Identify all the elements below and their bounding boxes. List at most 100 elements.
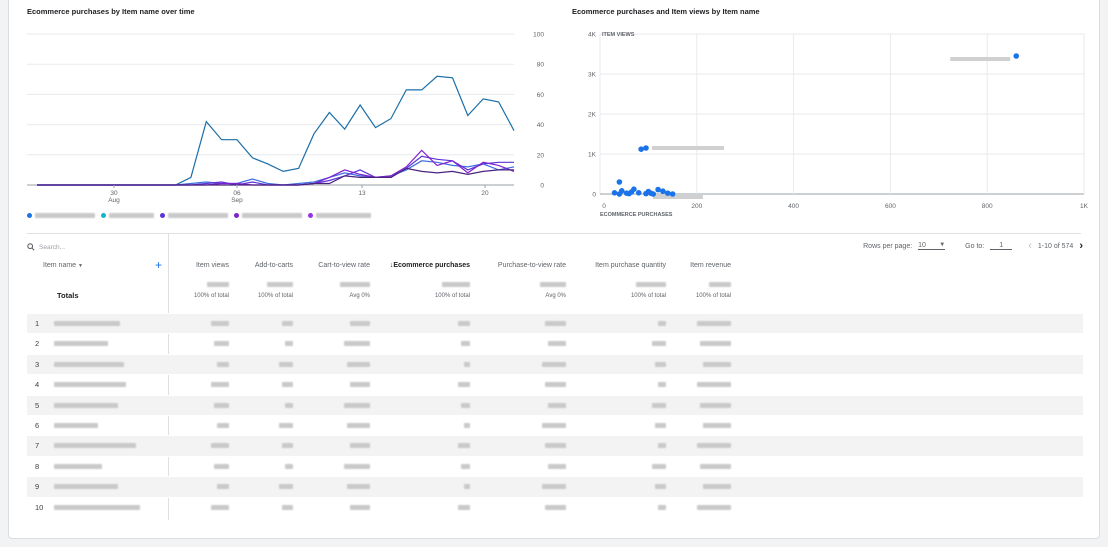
item-name-header[interactable]: Item name ▼: [43, 262, 83, 269]
legend-item[interactable]: [160, 212, 228, 218]
table-row[interactable]: 7: [27, 435, 1083, 456]
next-page-icon[interactable]: ›: [1079, 240, 1083, 252]
point-label-redacted: [950, 57, 1011, 61]
column-header[interactable]: Item views: [195, 262, 229, 269]
cell-value-redacted: [350, 443, 370, 449]
rows-per-page-label: Rows per page:: [863, 242, 913, 250]
cell-value-redacted: [542, 361, 566, 367]
column-header[interactable]: ↓Ecommerce purchases: [389, 262, 470, 269]
cell-value-redacted: [461, 402, 470, 408]
prev-page-icon[interactable]: ‹: [1028, 240, 1032, 252]
column-header[interactable]: Cart-to-view rate: [318, 262, 370, 269]
item-name-redacted[interactable]: [54, 443, 136, 449]
table-row[interactable]: 1: [27, 313, 1083, 334]
item-name-redacted[interactable]: [54, 321, 120, 326]
x-axis-label: ECOMMERCE PURCHASES: [600, 212, 673, 218]
item-name-redacted[interactable]: [54, 463, 102, 469]
search-box[interactable]: Search...: [27, 240, 167, 254]
point-label-redacted: [652, 195, 703, 199]
cell-value-redacted: [658, 382, 666, 388]
cell-value-redacted: [211, 443, 229, 449]
scatter-point[interactable]: [669, 191, 676, 197]
column-header[interactable]: Purchase-to-view rate: [497, 262, 566, 269]
legend-item[interactable]: [27, 212, 95, 218]
item-name-redacted[interactable]: [54, 361, 124, 367]
table-row[interactable]: 3: [27, 353, 1083, 375]
go-to-input[interactable]: 1: [990, 242, 1013, 250]
column-header[interactable]: Add-to-carts: [254, 262, 293, 269]
scatter-point[interactable]: [631, 186, 637, 192]
total-subtext: 100% of total: [630, 293, 666, 299]
scatter-point[interactable]: [638, 146, 644, 152]
cell-value-redacted: [282, 443, 293, 449]
item-name-redacted[interactable]: [54, 402, 118, 408]
divider: [27, 233, 1081, 234]
total-subtext: Avg 0%: [545, 293, 566, 299]
y-tick-label: 60: [537, 92, 545, 99]
table-row[interactable]: 2: [27, 333, 1083, 353]
scatter-point[interactable]: [643, 145, 649, 151]
row-number: 4: [35, 380, 40, 390]
legend-label-redacted: [242, 212, 302, 218]
table-row[interactable]: 10: [27, 496, 1083, 517]
scatter-point[interactable]: [660, 188, 666, 194]
x-tick-label: 1K: [1080, 203, 1089, 210]
rows-per-page-select[interactable]: 10 ▼: [918, 242, 946, 250]
search-input[interactable]: Search...: [39, 243, 66, 251]
item-name-redacted[interactable]: [54, 504, 140, 510]
total-cell: Avg 0%: [496, 282, 566, 299]
y-tick-label: 4K: [588, 32, 597, 39]
go-to-label: Go to:: [965, 242, 985, 250]
scatter-point[interactable]: [664, 190, 671, 196]
cell-value-redacted: [344, 463, 370, 469]
table-row[interactable]: 6: [27, 414, 1083, 435]
scatter-point[interactable]: [655, 186, 661, 193]
legend-dot-icon: [160, 212, 165, 218]
total-value-redacted: [540, 282, 566, 287]
scatter-point[interactable]: [616, 179, 623, 185]
item-name-header-label: Item name: [43, 262, 77, 269]
cell-value-redacted: [545, 504, 566, 510]
item-name-redacted[interactable]: [54, 341, 108, 347]
cell-value-redacted: [658, 443, 666, 449]
cell-value-redacted: [464, 361, 470, 367]
table-row[interactable]: 9: [27, 476, 1083, 497]
cell-value-redacted: [697, 382, 731, 388]
legend-item[interactable]: [308, 212, 371, 218]
cell-value-redacted: [347, 484, 370, 490]
cell-value-redacted: [461, 463, 470, 469]
line-chart-legend[interactable]: [27, 210, 371, 220]
search-icon: [27, 243, 35, 251]
table-row[interactable]: 8: [27, 455, 1083, 476]
column-header[interactable]: Item purchase quantity: [595, 262, 666, 269]
cell-value-redacted: [458, 321, 470, 326]
scatter-point[interactable]: [650, 191, 657, 197]
y-tick-label: 0: [592, 192, 596, 199]
x-tick-day: 06: [233, 190, 241, 197]
cell-value-redacted: [545, 382, 566, 388]
cell-value-redacted: [458, 504, 470, 510]
table-row[interactable]: 5: [27, 394, 1083, 415]
cell-value-redacted: [658, 321, 666, 326]
item-name-redacted[interactable]: [54, 422, 98, 428]
total-value-redacted: [636, 282, 666, 287]
scatter-point[interactable]: [635, 190, 642, 196]
scatter-point[interactable]: [1013, 53, 1020, 59]
legend-item[interactable]: [234, 212, 302, 218]
scatter-point[interactable]: [618, 188, 625, 194]
item-name-redacted[interactable]: [54, 484, 118, 490]
page-range: 1-10 of 574: [1037, 242, 1074, 250]
y-tick-label: 3K: [588, 72, 597, 79]
legend-item[interactable]: [101, 212, 154, 218]
x-tick-label: 200: [691, 203, 702, 210]
column-header[interactable]: Item revenue: [690, 262, 731, 269]
cell-value-redacted: [697, 321, 731, 326]
table-row[interactable]: 4: [27, 374, 1083, 394]
scatter-point[interactable]: [611, 190, 618, 196]
cell-value-redacted: [652, 463, 666, 469]
item-name-redacted[interactable]: [54, 382, 126, 388]
add-dimension-icon[interactable]: +: [155, 258, 163, 272]
cell-value-redacted: [217, 484, 229, 490]
x-tick-label: 0: [602, 203, 606, 210]
legend-label-redacted: [35, 212, 95, 218]
